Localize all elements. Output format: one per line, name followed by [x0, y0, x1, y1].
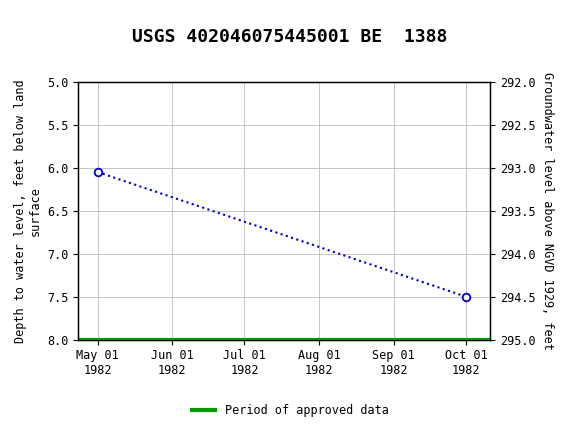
Legend: Period of approved data: Period of approved data [187, 399, 393, 422]
Y-axis label: Depth to water level, feet below land
surface: Depth to water level, feet below land su… [14, 79, 42, 343]
Y-axis label: Groundwater level above NGVD 1929, feet: Groundwater level above NGVD 1929, feet [541, 72, 554, 350]
Text: USGS 402046075445001 BE  1388: USGS 402046075445001 BE 1388 [132, 28, 448, 46]
Text: USGS: USGS [38, 11, 102, 31]
